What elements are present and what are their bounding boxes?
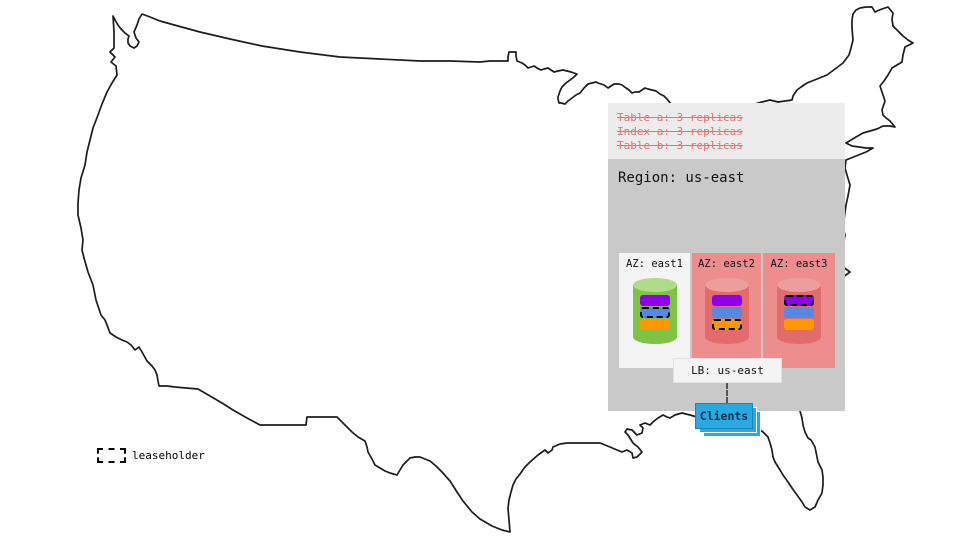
az-label-east3: AZ: east3 — [770, 258, 828, 270]
az-box-east2: AZ: east2 — [692, 253, 761, 368]
clients-box: Clients — [695, 403, 753, 429]
database-cylinder-east1 — [632, 278, 677, 344]
region-body: Region: us-east AZ: east1 AZ: east2 — [608, 159, 845, 437]
zone-config-section: Table a: 3 replicas Index a: 3 replicas … — [608, 103, 845, 159]
replica-purple — [639, 295, 670, 306]
legend-label: leaseholder — [132, 449, 205, 462]
database-cylinder-east2 — [704, 278, 749, 344]
az-label-east2: AZ: east2 — [698, 258, 755, 270]
lb-clients-connector — [726, 383, 728, 403]
replica-purple — [784, 295, 814, 306]
database-cylinder-east3 — [777, 278, 821, 344]
replica-orange — [784, 319, 814, 330]
replica-orange — [711, 319, 742, 330]
replica-blue — [639, 307, 670, 318]
zone-config-table-b: Table b: 3 replicas — [617, 139, 743, 152]
az-label-east1: AZ: east1 — [626, 258, 683, 270]
load-balancer: LB: us-east — [673, 358, 782, 383]
replica-orange — [639, 319, 670, 330]
region-title: Region: us-east — [618, 170, 745, 186]
az-box-east3: AZ: east3 — [763, 253, 835, 368]
replica-blue — [711, 307, 742, 318]
zone-config-index-a: Index a: 3 replicas — [617, 125, 743, 138]
clients-stack: Clients — [695, 403, 761, 437]
region-panel: Table a: 3 replicas Index a: 3 replicas … — [608, 103, 845, 437]
az-box-east1: AZ: east1 — [619, 253, 690, 368]
leaseholder-swatch-icon — [97, 448, 126, 463]
replica-blue — [784, 307, 814, 318]
zone-config-table-a: Table a: 3 replicas — [617, 111, 743, 124]
legend: leaseholder — [97, 448, 205, 463]
replica-purple — [711, 295, 742, 306]
